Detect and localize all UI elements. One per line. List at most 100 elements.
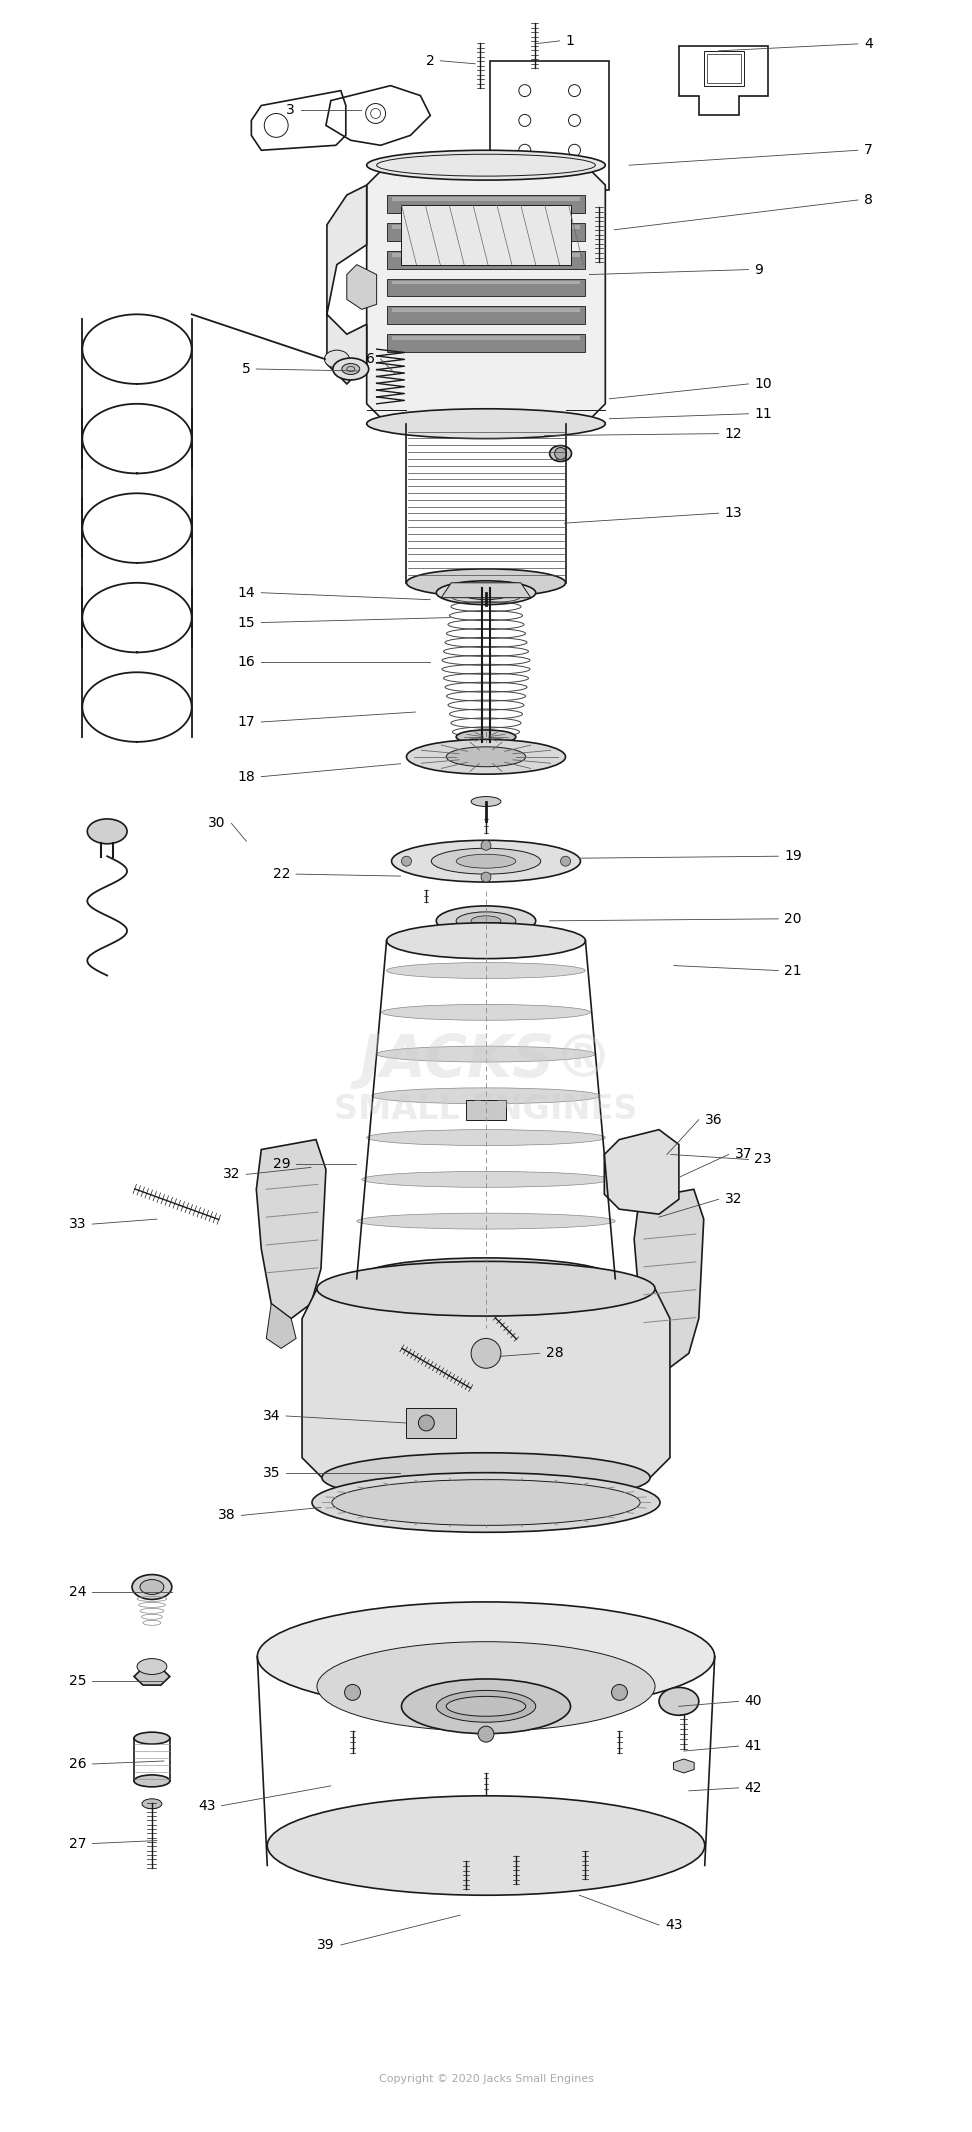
Ellipse shape xyxy=(382,1004,590,1021)
Ellipse shape xyxy=(476,588,496,597)
Ellipse shape xyxy=(267,1795,705,1895)
Ellipse shape xyxy=(387,923,585,959)
Ellipse shape xyxy=(387,962,585,979)
Text: 14: 14 xyxy=(238,586,256,599)
Polygon shape xyxy=(327,185,366,384)
Ellipse shape xyxy=(134,1776,170,1787)
Text: 8: 8 xyxy=(864,194,873,207)
Ellipse shape xyxy=(376,1047,596,1062)
Ellipse shape xyxy=(322,1452,650,1503)
Ellipse shape xyxy=(331,1480,641,1524)
Text: 11: 11 xyxy=(754,407,772,420)
Bar xyxy=(392,281,580,284)
Circle shape xyxy=(418,1416,434,1431)
Ellipse shape xyxy=(317,1262,655,1315)
Text: 30: 30 xyxy=(208,817,226,829)
Circle shape xyxy=(481,872,491,883)
Bar xyxy=(387,224,585,241)
Text: 20: 20 xyxy=(784,912,802,925)
Text: SMALL ENGINES: SMALL ENGINES xyxy=(334,1094,638,1126)
Ellipse shape xyxy=(659,1686,699,1716)
Circle shape xyxy=(401,857,411,866)
Text: 22: 22 xyxy=(272,868,290,881)
Ellipse shape xyxy=(456,729,516,744)
Ellipse shape xyxy=(312,1473,660,1533)
Text: 23: 23 xyxy=(754,1153,772,1166)
Bar xyxy=(401,205,571,264)
Text: 32: 32 xyxy=(725,1192,743,1207)
Text: 18: 18 xyxy=(237,770,256,785)
Polygon shape xyxy=(347,264,376,309)
Ellipse shape xyxy=(258,1601,714,1712)
Ellipse shape xyxy=(406,409,566,437)
Bar xyxy=(392,254,580,256)
Ellipse shape xyxy=(332,358,368,379)
Ellipse shape xyxy=(456,855,516,868)
Text: 39: 39 xyxy=(317,1938,335,1953)
Polygon shape xyxy=(134,1667,170,1684)
Bar xyxy=(392,337,580,341)
Ellipse shape xyxy=(406,740,566,774)
Bar xyxy=(392,224,580,228)
Polygon shape xyxy=(441,582,531,597)
Ellipse shape xyxy=(392,840,580,883)
Circle shape xyxy=(611,1684,627,1701)
Ellipse shape xyxy=(357,1258,615,1301)
Ellipse shape xyxy=(366,149,606,179)
Text: 15: 15 xyxy=(238,616,256,629)
Ellipse shape xyxy=(342,365,360,375)
Text: 5: 5 xyxy=(242,362,251,375)
Ellipse shape xyxy=(371,1087,601,1104)
Circle shape xyxy=(471,1339,501,1369)
Text: 9: 9 xyxy=(754,262,763,277)
Text: 35: 35 xyxy=(262,1465,280,1480)
Text: 38: 38 xyxy=(218,1509,235,1522)
Polygon shape xyxy=(257,1141,326,1318)
Bar xyxy=(704,51,744,85)
Bar xyxy=(387,194,585,213)
Ellipse shape xyxy=(471,797,501,806)
Ellipse shape xyxy=(456,912,516,930)
Text: 36: 36 xyxy=(705,1113,722,1126)
Bar xyxy=(392,309,580,311)
Circle shape xyxy=(345,1684,361,1701)
Text: Copyright © 2020 Jacks Small Engines: Copyright © 2020 Jacks Small Engines xyxy=(378,2074,594,2085)
Ellipse shape xyxy=(371,1264,601,1294)
Text: 13: 13 xyxy=(725,505,743,520)
Text: 41: 41 xyxy=(745,1740,762,1753)
Text: 3: 3 xyxy=(287,104,295,117)
Ellipse shape xyxy=(446,746,526,768)
Text: 32: 32 xyxy=(223,1168,240,1181)
Ellipse shape xyxy=(366,1130,606,1145)
Circle shape xyxy=(555,448,567,461)
Bar xyxy=(387,307,585,324)
Ellipse shape xyxy=(436,906,536,936)
Ellipse shape xyxy=(137,1659,167,1674)
Ellipse shape xyxy=(436,580,536,605)
Circle shape xyxy=(561,857,571,866)
Bar xyxy=(392,196,580,200)
Ellipse shape xyxy=(432,849,540,874)
Text: 24: 24 xyxy=(69,1584,87,1599)
Text: 7: 7 xyxy=(864,143,873,158)
Text: 28: 28 xyxy=(545,1345,564,1360)
Text: 40: 40 xyxy=(745,1695,762,1708)
Ellipse shape xyxy=(362,1170,610,1188)
Bar xyxy=(387,279,585,296)
Text: 33: 33 xyxy=(69,1217,87,1230)
Polygon shape xyxy=(634,1190,704,1369)
Ellipse shape xyxy=(480,588,492,593)
Ellipse shape xyxy=(325,350,349,369)
Polygon shape xyxy=(605,1130,678,1213)
Text: 19: 19 xyxy=(784,849,802,863)
Text: JACKS®: JACKS® xyxy=(360,1032,612,1089)
Text: 42: 42 xyxy=(745,1780,762,1795)
Text: 34: 34 xyxy=(262,1409,280,1422)
Polygon shape xyxy=(674,1759,694,1774)
Ellipse shape xyxy=(406,569,566,597)
Text: 6: 6 xyxy=(365,352,374,367)
Ellipse shape xyxy=(422,416,550,433)
Text: 37: 37 xyxy=(735,1147,752,1162)
Text: 4: 4 xyxy=(864,36,873,51)
Bar xyxy=(387,335,585,352)
